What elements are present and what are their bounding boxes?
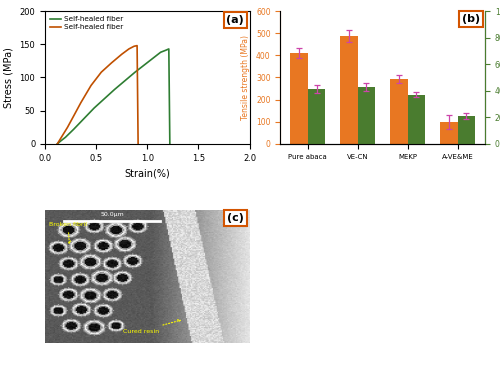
Self-healed fiber <box>132 70 138 75</box>
Text: Broken fibril: Broken fibril <box>49 222 87 244</box>
Self-healed fiber <box>70 114 76 118</box>
Self-healed fiber <box>108 61 114 65</box>
Self-healed fiber <box>131 44 137 48</box>
Self-healed fiber <box>78 100 84 105</box>
Y-axis label: Stress (MPa): Stress (MPa) <box>4 47 14 108</box>
Line: Self-healed fiber: Self-healed fiber <box>58 49 170 144</box>
Text: (b): (b) <box>462 14 479 24</box>
Bar <box>308 89 326 144</box>
Self-healed fiber <box>64 125 70 130</box>
Bar <box>340 36 357 144</box>
Self-healed fiber <box>88 83 94 88</box>
Self-healed fiber <box>58 139 64 144</box>
Self-healed fiber <box>134 44 140 48</box>
Bar <box>458 116 475 144</box>
Line: Self-healed fiber: Self-healed fiber <box>58 46 138 144</box>
Self-healed fiber <box>158 50 164 55</box>
Legend: Self-healed fiber, Self-healed fiber: Self-healed fiber, Self-healed fiber <box>48 15 124 32</box>
Self-healed fiber <box>81 117 87 121</box>
Self-healed fiber <box>91 106 97 110</box>
Self-healed fiber <box>135 142 141 146</box>
X-axis label: Strain(%): Strain(%) <box>124 168 170 178</box>
Text: (c): (c) <box>227 213 244 223</box>
Bar <box>440 122 458 144</box>
Self-healed fiber <box>167 142 173 146</box>
Self-healed fiber <box>58 135 64 139</box>
Self-healed fiber <box>62 135 68 139</box>
Self-healed fiber <box>126 47 132 51</box>
Bar <box>408 95 425 144</box>
Text: Cured resin: Cured resin <box>123 320 180 334</box>
Self-healed fiber <box>70 127 76 131</box>
Text: 50.0μm: 50.0μm <box>100 213 124 217</box>
Self-healed fiber <box>152 54 158 58</box>
Y-axis label: Tensile strength (MPa): Tensile strength (MPa) <box>242 35 250 120</box>
Self-healed fiber <box>166 47 172 51</box>
Self-healed fiber <box>118 52 124 56</box>
Self-healed fiber <box>122 79 128 83</box>
Self-healed fiber <box>102 97 107 101</box>
Self-healed fiber <box>142 62 148 66</box>
Self-healed fiber <box>54 142 60 146</box>
Bar <box>358 87 375 144</box>
Self-healed fiber <box>112 87 117 92</box>
Self-healed fiber <box>98 70 104 75</box>
Self-healed fiber <box>162 48 168 52</box>
Self-healed fiber <box>54 142 60 146</box>
Bar <box>390 79 407 144</box>
Bar <box>290 53 308 144</box>
Text: (a): (a) <box>226 15 244 25</box>
